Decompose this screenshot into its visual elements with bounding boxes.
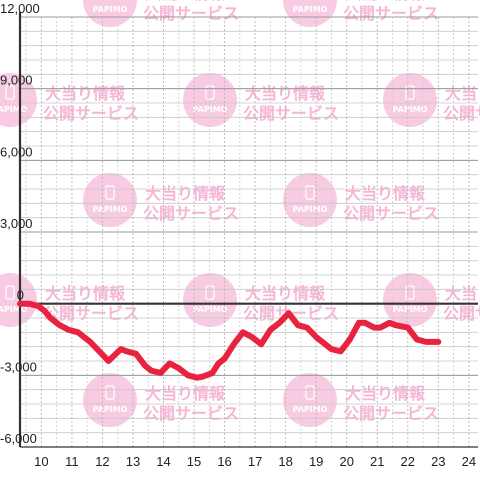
watermark-circle <box>383 273 437 327</box>
watermark-line2: 公開サービス <box>443 104 480 123</box>
watermark-line2: 公開サービス <box>343 404 439 423</box>
watermark-phone-icon <box>105 385 115 400</box>
watermark-line2: 公開サービス <box>443 304 480 323</box>
watermark-line2: 公開サービス <box>343 204 439 223</box>
y-tick-label: 9,000 <box>0 73 33 88</box>
watermark-phone-icon <box>5 285 15 300</box>
x-tick-label: 22 <box>401 454 415 469</box>
watermark-brand: PAPIMO <box>193 305 228 314</box>
watermark-brand: PAPIMO <box>293 405 328 414</box>
watermark-circle <box>283 0 337 27</box>
x-tick-label: 17 <box>248 454 262 469</box>
watermark-brand: PAPIMO <box>0 105 28 114</box>
watermark-phone-icon <box>405 85 415 100</box>
watermark-phone-icon <box>205 285 215 300</box>
watermark-brand: PAPIMO <box>0 305 28 314</box>
watermark-line2: 公開サービス <box>243 104 339 123</box>
watermark-circle <box>83 373 137 427</box>
y-tick-label: 3,000 <box>0 216 33 231</box>
watermark-brand: PAPIMO <box>93 5 128 14</box>
series-layer <box>17 300 442 381</box>
watermark-brand: PAPIMO <box>93 405 128 414</box>
watermark-circle <box>283 173 337 227</box>
x-tick-label: 13 <box>126 454 140 469</box>
x-tick-label: 19 <box>309 454 323 469</box>
watermark-phone-icon <box>305 185 315 200</box>
watermark-brand: PAPIMO <box>293 205 328 214</box>
watermark-circle <box>283 373 337 427</box>
watermark-line1: 大当り情報 <box>345 0 426 3</box>
x-tick-label: 14 <box>156 454 170 469</box>
y-tick-label: 0 <box>17 288 24 303</box>
watermark-phone-icon <box>205 85 215 100</box>
watermark-brand: PAPIMO <box>293 5 328 14</box>
series-line <box>17 300 442 381</box>
x-tick-label: 11 <box>65 454 79 469</box>
x-tick-labels: 10 11 12 13 14 15 16 17 18 19 20 21 22 23 24 <box>34 454 476 469</box>
watermark-phone-icon <box>105 185 115 200</box>
watermark-line2: 公開サービス <box>43 104 139 123</box>
watermark-line1: 大当り情報 <box>45 84 126 103</box>
y-tick-label: -6,000 <box>0 431 37 446</box>
x-tick-label: 23 <box>431 454 445 469</box>
watermark-circle <box>83 0 137 27</box>
watermark-brand: PAPIMO <box>93 205 128 214</box>
x-tick-label: 16 <box>217 454 231 469</box>
watermark-line1: 大当り情報 <box>45 284 126 303</box>
watermark-circle <box>83 173 137 227</box>
grid-layer <box>20 16 478 448</box>
watermark-phone-icon <box>5 85 15 100</box>
watermark-brand: PAPIMO <box>393 305 428 314</box>
watermark-circle <box>183 273 237 327</box>
x-tick-label: 21 <box>370 454 384 469</box>
axes-layer <box>18 12 478 448</box>
y-tick-labels: 12,000 9,000 6,000 3,000 0 -3,000 -6,000 <box>0 1 40 446</box>
watermark-brand: PAPIMO <box>393 105 428 114</box>
watermark-brand: PAPIMO <box>193 105 228 114</box>
watermark-phone-icon <box>305 385 315 400</box>
watermark-circle <box>183 73 237 127</box>
x-tick-label: 18 <box>278 454 292 469</box>
x-tick-label: 12 <box>95 454 109 469</box>
watermark-line1: 大当り情報 <box>345 184 426 203</box>
y-tick-label: 12,000 <box>0 1 40 16</box>
watermark-line1: 大当り情報 <box>445 284 480 303</box>
x-tick-label: 10 <box>34 454 48 469</box>
watermark-line1: 大当り情報 <box>145 0 226 3</box>
watermark-line1: 大当り情報 <box>345 384 426 403</box>
watermark-line1: 大当り情報 <box>145 384 226 403</box>
watermark-line1: 大当り情報 <box>445 84 480 103</box>
watermark-line1: 大当り情報 <box>145 184 226 203</box>
x-tick-label: 20 <box>339 454 353 469</box>
watermark-phone-icon <box>405 285 415 300</box>
watermark-line2: 公開サービス <box>143 204 239 223</box>
y-tick-label: 6,000 <box>0 144 33 159</box>
watermark-line2: 公開サービス <box>343 4 439 23</box>
watermark-circle <box>383 73 437 127</box>
x-tick-label: 15 <box>187 454 201 469</box>
watermark-line2: 公開サービス <box>143 4 239 23</box>
y-tick-label: -3,000 <box>0 359 37 374</box>
x-tick-label: 24 <box>462 454 476 469</box>
